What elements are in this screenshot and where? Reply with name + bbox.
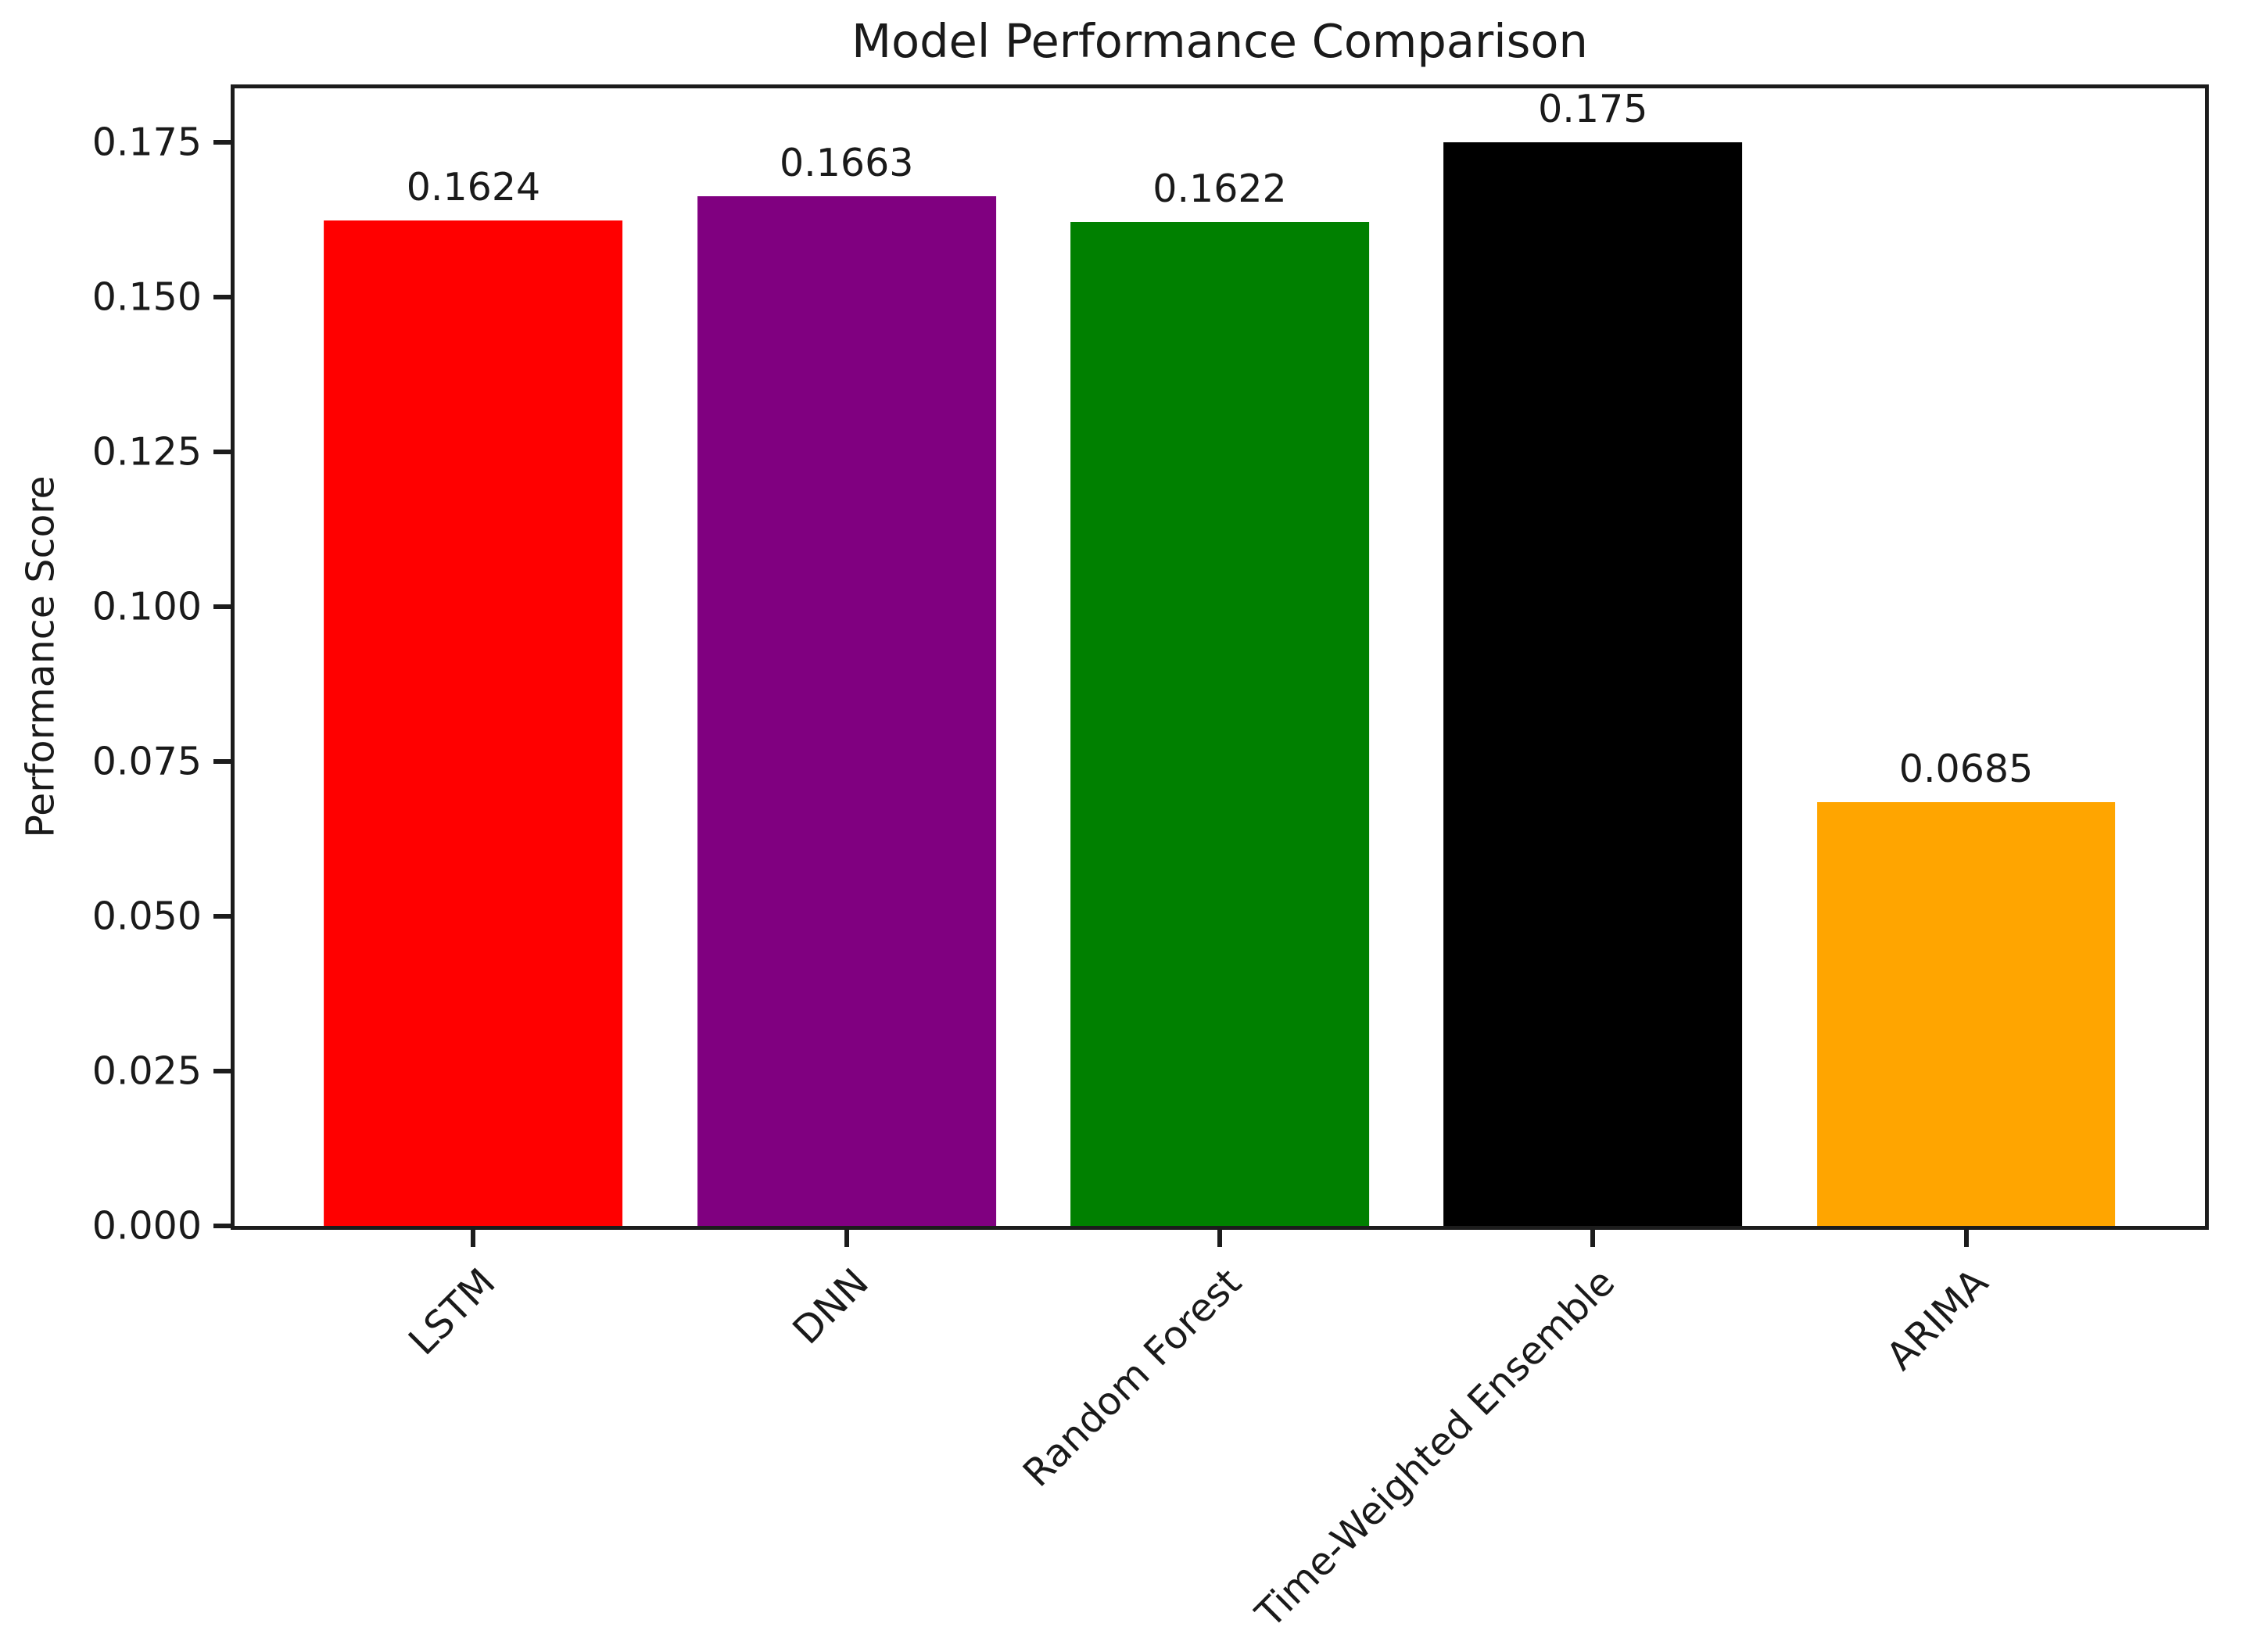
y-tick-label-0.175: 0.175 (91, 120, 202, 165)
x-tick-mark-arima (1963, 1230, 1969, 1247)
y-tick-mark-0.050 (213, 914, 231, 919)
x-tick-mark-dnn (844, 1230, 849, 1247)
y-tick-mark-0.000 (213, 1224, 231, 1228)
y-tick-label-0.050: 0.050 (91, 894, 202, 939)
y-tick-label-0.025: 0.025 (91, 1048, 202, 1094)
y-tick-mark-0.100 (213, 604, 231, 610)
y-tick-mark-0.175 (213, 140, 231, 145)
x-tick-mark-random-forest (1217, 1230, 1222, 1247)
y-tick-mark-0.075 (213, 759, 231, 765)
bar-value-label-time-weighted-ensemble: 0.175 (1538, 87, 1648, 132)
y-tick-label-0.100: 0.100 (91, 584, 202, 629)
x-tick-label-lstm: LSTM (400, 1260, 504, 1364)
bar-time-weighted-ensemble (1443, 142, 1743, 1226)
x-tick-label-arima: ARIMA (1877, 1260, 1997, 1379)
bar-value-label-random-forest: 0.1622 (1152, 166, 1287, 211)
bar-dnn (697, 196, 996, 1226)
bar-arima (1816, 801, 2116, 1226)
y-tick-label-0.125: 0.125 (91, 429, 202, 475)
bar-value-label-lstm: 0.1624 (406, 165, 541, 210)
y-tick-label-0.150: 0.150 (91, 274, 202, 320)
y-axis-label-text: Performance Score (18, 475, 63, 838)
x-tick-label-dnn: DNN (783, 1260, 877, 1353)
bar-value-label-arima: 0.0685 (1898, 746, 2034, 791)
plot-area: 0.000 0.025 0.050 0.075 0.100 0.125 0.150 0.175… (92, 84, 2209, 1636)
chart-title: Model Performance Comparison (851, 14, 1588, 68)
y-tick-label-0.000: 0.000 (91, 1203, 202, 1249)
y-tick-label-0.075: 0.075 (91, 739, 202, 784)
y-tick-mark-0.150 (213, 295, 231, 300)
y-tick-mark-0.025 (213, 1069, 231, 1074)
bar-random-forest (1070, 221, 1369, 1226)
x-tick-mark-lstm (471, 1230, 476, 1247)
x-tick-label-time-weighted-ensemble: Time-Weighted Ensemble (1247, 1260, 1624, 1636)
y-tick-mark-0.125 (213, 450, 231, 455)
x-tick-label-random-forest: Random Forest (1014, 1260, 1250, 1496)
x-tick-mark-time-weighted-ensemble (1590, 1230, 1596, 1247)
bar-value-label-dnn: 0.1663 (779, 141, 914, 186)
bar-lstm (324, 220, 623, 1226)
